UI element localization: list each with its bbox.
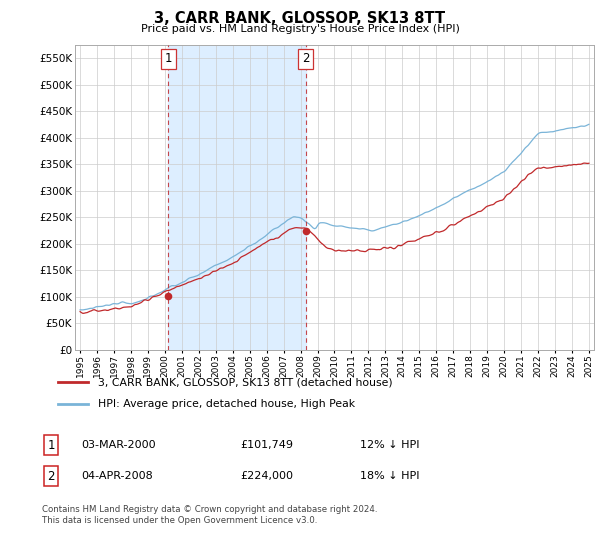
Bar	[169, 45, 305, 350]
Text: 1: 1	[164, 53, 172, 66]
Text: 3, CARR BANK, GLOSSOP, SK13 8TT (detached house): 3, CARR BANK, GLOSSOP, SK13 8TT (detache…	[98, 377, 393, 388]
Text: 03-MAR-2000: 03-MAR-2000	[81, 440, 155, 450]
Text: £101,749: £101,749	[240, 440, 293, 450]
Text: 2: 2	[47, 469, 55, 483]
Text: £224,000: £224,000	[240, 471, 293, 481]
Text: 1: 1	[47, 438, 55, 452]
Text: 04-APR-2008: 04-APR-2008	[81, 471, 153, 481]
Text: Price paid vs. HM Land Registry's House Price Index (HPI): Price paid vs. HM Land Registry's House …	[140, 24, 460, 34]
Text: Contains HM Land Registry data © Crown copyright and database right 2024.
This d: Contains HM Land Registry data © Crown c…	[42, 505, 377, 525]
Text: 3, CARR BANK, GLOSSOP, SK13 8TT: 3, CARR BANK, GLOSSOP, SK13 8TT	[154, 11, 446, 26]
Text: HPI: Average price, detached house, High Peak: HPI: Average price, detached house, High…	[98, 399, 356, 409]
Text: 2: 2	[302, 53, 309, 66]
Text: 18% ↓ HPI: 18% ↓ HPI	[360, 471, 419, 481]
Text: 12% ↓ HPI: 12% ↓ HPI	[360, 440, 419, 450]
